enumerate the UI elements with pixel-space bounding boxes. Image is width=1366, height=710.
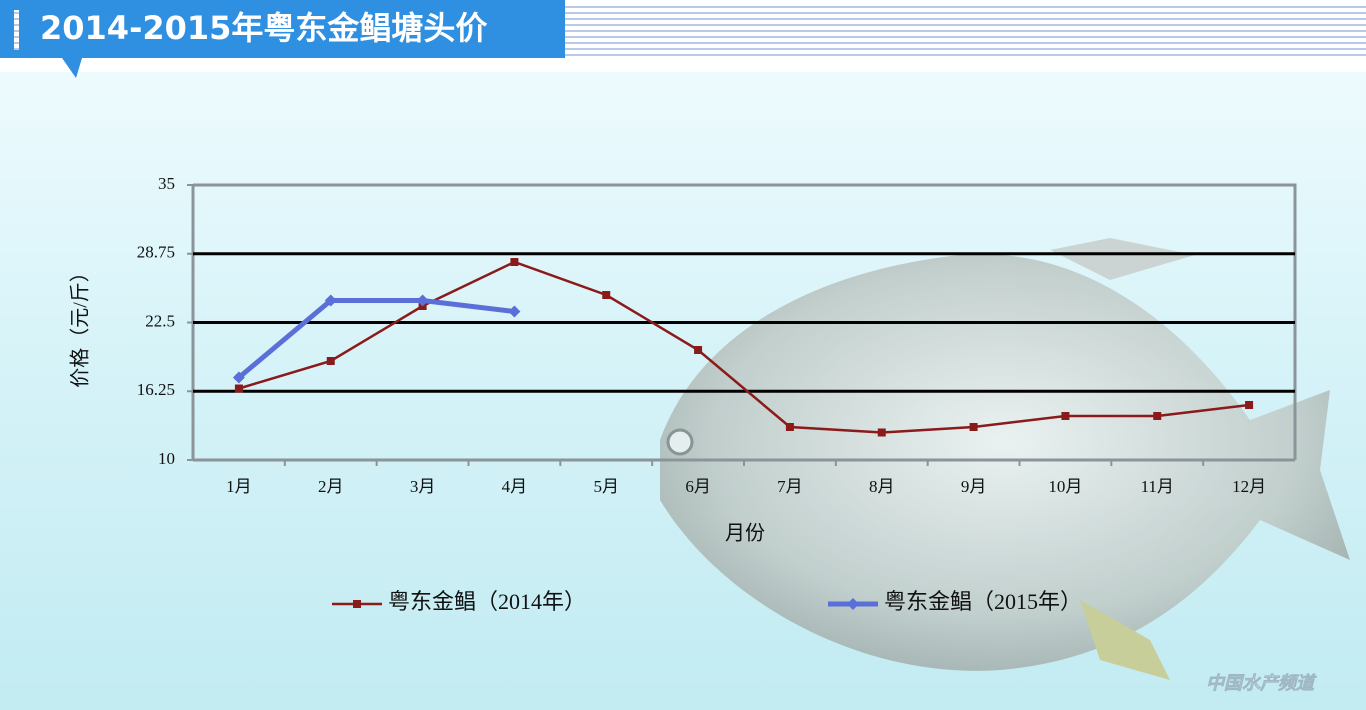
y-tick-label: 16.25 [137,380,175,399]
x-tick-label: 5月 [594,477,620,496]
watermark: 中国水产频道 [1206,673,1317,694]
legend-marker [353,600,361,608]
data-point [877,428,886,437]
y-axis-label: 价格（元/斤） [69,262,92,388]
x-tick-label: 8月 [869,477,895,496]
data-point [1061,412,1070,420]
x-tick-label: 1月 [226,477,252,496]
header-banner [0,0,565,78]
fish-illustration [660,238,1350,680]
data-point [694,346,703,354]
x-tick-label: 9月 [961,477,987,496]
x-tick-label: 10月 [1048,477,1082,496]
y-tick-label: 10 [158,449,175,468]
legend-label: 粤东金鲳（2014年） [388,589,586,614]
legend-label: 粤东金鲳（2015年） [884,589,1082,614]
y-tick-label: 35 [158,174,175,193]
data-point [326,357,335,365]
plot-frame [193,183,1297,460]
data-point [510,258,519,266]
x-axis-label: 月份 [725,522,765,545]
series-line [237,298,515,380]
header-dots [14,10,19,50]
data-point [232,371,245,384]
data-point [785,423,794,431]
data-point [1245,401,1254,409]
data-point [234,384,243,393]
x-tick-label: 12月 [1232,477,1266,496]
data-point [416,294,429,307]
series-line [238,260,1250,434]
data-point [324,294,337,307]
y-tick-label: 22.5 [145,311,175,330]
data-point [1153,412,1162,420]
x-tick-label: 11月 [1141,477,1174,496]
x-tick-label: 7月 [777,477,803,496]
data-point [508,305,521,318]
x-tick-label: 4月 [502,477,528,496]
chart-title: 2014-2015年粤东金鲳塘头价 [40,9,487,47]
data-point [969,423,978,431]
data-point [602,291,611,299]
x-tick-label: 3月 [410,477,436,496]
x-tick-label: 2月 [318,477,344,496]
x-tick-label: 6月 [685,477,711,496]
legend-marker [847,598,859,610]
y-tick-label: 28.75 [137,243,175,262]
header-stripes [560,4,1366,56]
